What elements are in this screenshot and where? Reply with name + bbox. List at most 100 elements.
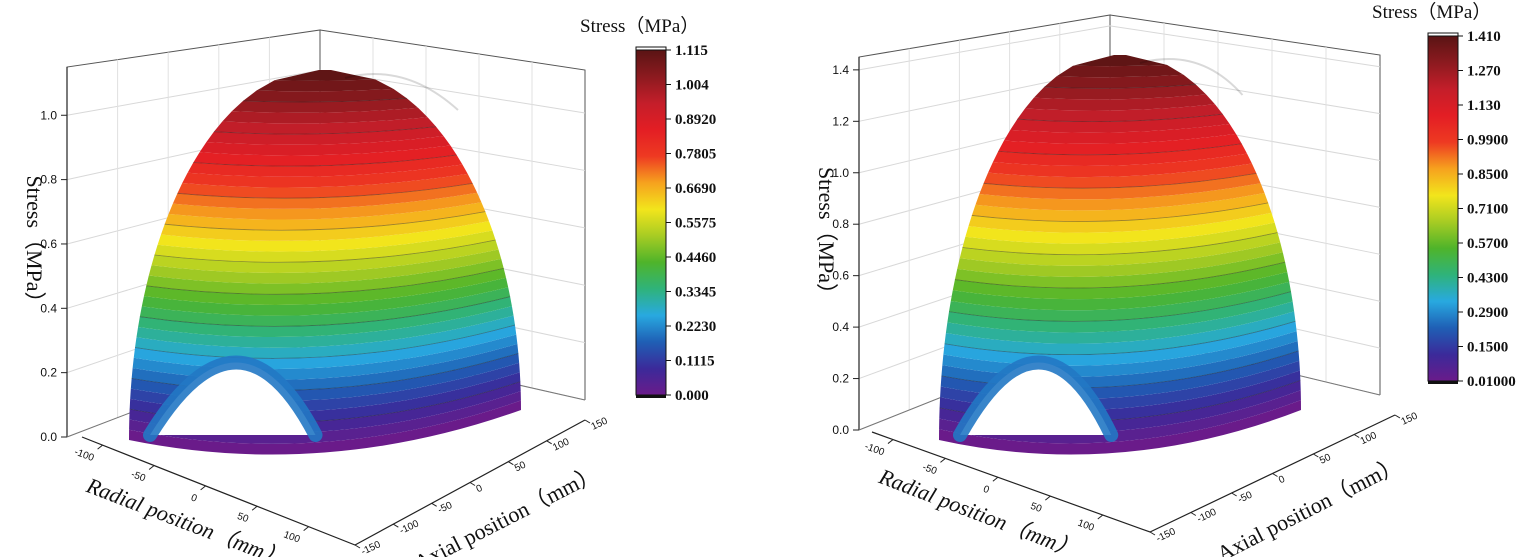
y-tick-label: 0 — [1277, 474, 1287, 487]
x-tick-label: -100 — [73, 447, 96, 464]
x-tick-mark — [940, 458, 946, 463]
x-tick-mark — [887, 439, 894, 444]
surface-band — [992, 143, 1248, 166]
z-tick-label: 0.6 — [832, 269, 849, 283]
surface-band — [231, 98, 419, 113]
colorbar-min-cap — [1428, 381, 1458, 384]
z-tick-label: 0.8 — [832, 217, 849, 231]
colorbar-label: 0.7100 — [1467, 202, 1508, 218]
x-tick-label: 50 — [1029, 501, 1044, 515]
y-tick-mark — [1190, 512, 1197, 516]
surface-band — [1056, 64, 1184, 78]
surface-band — [151, 240, 499, 273]
y-tick-label: 50 — [513, 460, 528, 475]
contour-line — [1044, 84, 1196, 89]
colorbar-label: 0.7805 — [675, 147, 716, 163]
z-tick-label: 0.0 — [832, 423, 849, 437]
surface-band — [141, 277, 509, 316]
surface-band — [988, 153, 1252, 178]
x-tick-label: -50 — [921, 462, 939, 477]
z-tick-label: 1.4 — [832, 63, 849, 77]
colorbar: Stress（MPa） 1.115 1.004 0.8920 0.7805 0.6690 0… — [580, 15, 716, 404]
surface-chart-left: 0.00.20.40.60.81.0-100-50050100-150-100-… — [22, 15, 716, 557]
y-tick-label: 100 — [551, 436, 571, 453]
z-tick-label: 0.8 — [40, 173, 57, 187]
y-tick-mark — [1231, 492, 1237, 497]
surface-band — [939, 400, 1301, 455]
surface-band — [939, 370, 1301, 422]
surface-band — [939, 380, 1301, 433]
surface-band — [172, 183, 478, 209]
y-tick-mark — [354, 544, 361, 549]
y-tick-label: 100 — [1359, 430, 1379, 447]
surface-chart-right: 0.0 0.2 0.4 0.6 0.8 1.0 1.2 1.4 -100 -50 0 50 100 -15… — [814, 1, 1516, 557]
grid-line — [858, 25, 1381, 71]
y-tick-label: 50 — [1318, 452, 1333, 467]
surface-band — [129, 372, 521, 423]
surface-band — [950, 271, 1290, 311]
surface-band — [1033, 84, 1207, 100]
x-tick-label: -100 — [863, 441, 886, 458]
back-wall-right-outline — [1109, 14, 1381, 395]
surface-band — [182, 164, 468, 188]
contour-line — [154, 239, 496, 263]
y-tick-label: 150 — [1400, 411, 1420, 428]
surface-band — [1010, 114, 1230, 133]
surface-band — [957, 242, 1283, 277]
surface-band — [1017, 104, 1223, 122]
surface-band — [154, 230, 496, 263]
surface-band — [979, 173, 1261, 200]
colorbar-label: 0.4460 — [675, 250, 716, 266]
surface-band — [949, 281, 1291, 322]
y-tick-mark — [1149, 531, 1156, 536]
surface-band — [129, 391, 521, 444]
colorbar-max-cap — [635, 46, 667, 51]
surface-band — [954, 252, 1286, 289]
colorbar-label: 0.5575 — [675, 216, 716, 232]
surface-band — [947, 291, 1293, 333]
surface-band — [143, 268, 507, 305]
contour-line — [146, 267, 504, 295]
surface-band — [998, 133, 1242, 155]
colorbar-label: 0.5700 — [1467, 236, 1508, 252]
surface-band — [945, 301, 1295, 344]
y-tick-mark — [508, 461, 514, 466]
contour-line — [962, 232, 1278, 256]
surface-band — [164, 202, 486, 231]
y-tick-mark — [1272, 473, 1278, 477]
surface-arch-rim — [143, 355, 323, 442]
surface-band — [968, 202, 1272, 233]
colorbar-label: 0.8500 — [1467, 167, 1508, 183]
surface-band — [944, 311, 1296, 355]
colorbar-label: 0.1115 — [675, 354, 715, 370]
surface-band — [130, 353, 520, 402]
surface-band — [187, 155, 463, 177]
z-tick-label: 0.2 — [40, 366, 57, 380]
colorbar-gradient — [1427, 35, 1459, 382]
y-tick-mark — [1313, 453, 1319, 458]
contour-line — [998, 143, 1242, 156]
stress-surface — [129, 70, 521, 455]
contour-line — [983, 172, 1257, 189]
y-tick-label: -50 — [1236, 489, 1254, 505]
colorbar-gradient — [635, 49, 667, 396]
y-tick-label: 0 — [475, 483, 485, 496]
surface-band — [975, 183, 1265, 211]
surface-band — [1025, 94, 1215, 111]
surface-band — [206, 126, 444, 145]
x-tick-mark — [1097, 514, 1104, 520]
surface-band — [962, 222, 1278, 255]
y-tick-mark — [1353, 434, 1360, 438]
surface-arch-rim — [953, 355, 1119, 442]
contour-line — [134, 324, 516, 359]
surface-band — [129, 400, 521, 455]
contour-line — [944, 320, 1296, 356]
surface-band — [168, 192, 482, 220]
z-tick-label: 1.0 — [40, 108, 57, 122]
z-tick-label: 0.0 — [40, 430, 57, 444]
contour-line — [948, 291, 1292, 322]
colorbar-label: 0.4300 — [1467, 271, 1508, 287]
surface-band — [971, 193, 1269, 222]
y-tick-mark — [393, 523, 399, 528]
colorbar-label: 0.6690 — [675, 181, 716, 197]
